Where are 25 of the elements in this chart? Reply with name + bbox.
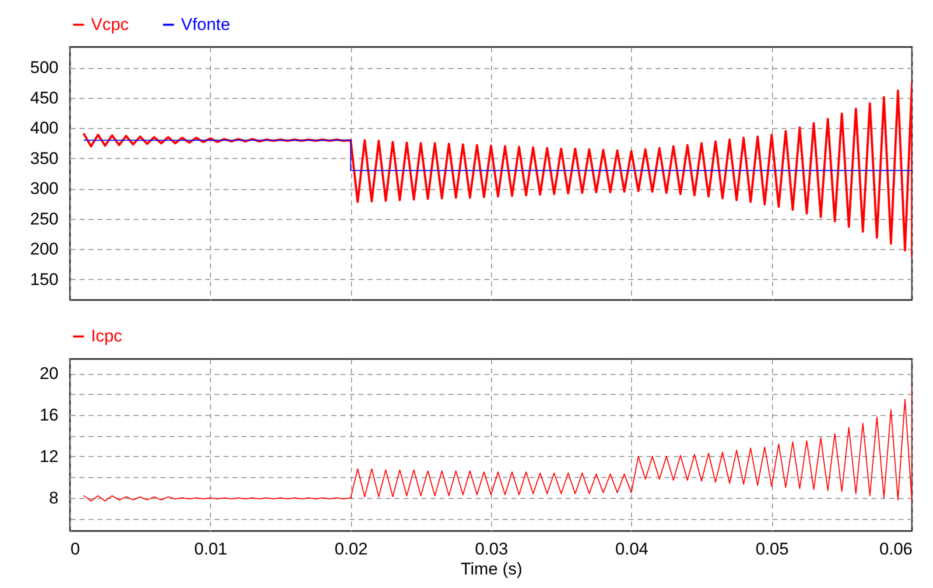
- line-series: [84, 385, 912, 504]
- x-tick-label: 0: [70, 540, 80, 558]
- y-tick-label: 300: [30, 179, 58, 198]
- y-tick-label: 12: [40, 446, 58, 466]
- y-tick-label: 8: [49, 488, 58, 508]
- y-tick-label: 400: [30, 118, 58, 138]
- legend-label: Vcpc: [91, 14, 130, 34]
- legend-label: Icpc: [91, 326, 123, 346]
- y-tick-label: 20: [40, 364, 58, 384]
- y-tick-label: 450: [30, 88, 58, 108]
- x-tick-label: 0.02: [334, 540, 368, 558]
- x-tick-label: 0.03: [474, 540, 508, 558]
- y-tick-label: 350: [30, 148, 58, 168]
- x-tick-label: 0.01: [194, 540, 228, 558]
- x-axis-title: Time (s): [460, 560, 522, 578]
- line-series: [82, 82, 912, 258]
- y-tick-label: 150: [30, 270, 58, 289]
- y-tick-label: 16: [40, 405, 58, 424]
- y-tick-label: 500: [30, 58, 58, 78]
- x-tick-label: 0.05: [756, 540, 789, 558]
- x-tick-label: 0.04: [615, 540, 648, 558]
- x-tick-label: 0.06: [879, 540, 912, 558]
- y-tick-label: 250: [30, 209, 58, 228]
- legend-label: Vfonte: [181, 14, 230, 34]
- y-tick-label: 200: [30, 240, 58, 259]
